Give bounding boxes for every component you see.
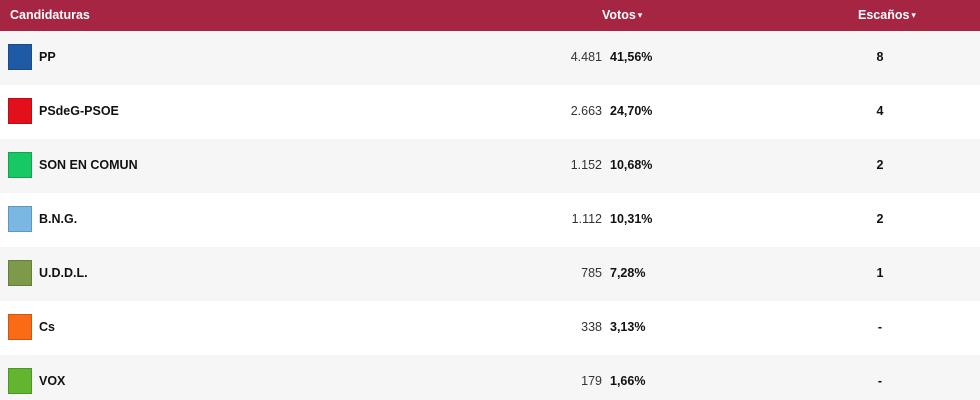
party-color-swatch (8, 260, 32, 286)
party-name: PP (39, 50, 56, 64)
party-seats: - (877, 374, 883, 388)
header-votos-label: Votos (602, 8, 636, 22)
party-row: PP 4.481 41,56% 8 (0, 31, 980, 85)
header-escanos-label: Escaños (858, 8, 910, 22)
party-row: SON EN COMUN 1.152 10,68% 2 (0, 139, 980, 193)
party-seats: 8 (876, 50, 884, 64)
party-votes: 2.663 (570, 104, 602, 118)
party-row: Cs 338 3,13% - (0, 301, 980, 355)
party-votes: 1.112 (571, 212, 602, 226)
party-seats: 4 (876, 104, 884, 118)
party-name: SON EN COMUN (39, 158, 138, 172)
party-color-swatch (8, 206, 32, 232)
party-votes: 1.152 (570, 158, 602, 172)
party-percentage: 41,56% (610, 50, 653, 64)
party-percentage: 7,28% (610, 266, 646, 280)
party-percentage: 1,66% (610, 374, 646, 388)
party-color-swatch (8, 98, 32, 124)
sort-caret-icon: ▾ (911, 10, 916, 20)
party-votes: 4.481 (570, 50, 602, 64)
party-name: B.N.G. (39, 212, 78, 226)
party-percentage: 10,31% (610, 212, 653, 226)
party-seats: 2 (876, 212, 884, 226)
sort-caret-icon: ▾ (637, 10, 643, 20)
party-votes: 179 (581, 374, 602, 388)
party-percentage: 3,13% (610, 320, 646, 334)
party-color-swatch (8, 368, 32, 394)
party-name: U.D.D.L. (39, 266, 88, 280)
party-row: U.D.D.L. 785 7,28% 1 (0, 247, 980, 301)
party-votes: 785 (581, 266, 602, 280)
party-votes: 338 (581, 320, 602, 334)
party-name: VOX (39, 374, 66, 388)
party-row: B.N.G. 1.112 10,31% 2 (0, 193, 980, 247)
sort-escanos-button[interactable]: Escaños ▾ (858, 8, 916, 22)
header-candidaturas: Candidaturas (10, 8, 90, 22)
party-row: VOX 179 1,66% - (0, 355, 980, 400)
party-percentage: 24,70% (610, 104, 653, 118)
party-color-swatch (8, 314, 32, 340)
party-percentage: 10,68% (610, 158, 653, 172)
sort-votos-button[interactable]: Votos ▾ (602, 8, 642, 22)
party-name: Cs (39, 320, 55, 334)
party-seats: - (877, 320, 883, 334)
party-name: PSdeG-PSOE (39, 104, 119, 118)
party-color-swatch (8, 44, 32, 70)
party-row: PSdeG-PSOE 2.663 24,70% 4 (0, 85, 980, 139)
party-seats: 2 (876, 158, 884, 172)
party-seats: 1 (876, 266, 884, 280)
table-header: Candidaturas Votos ▾ Escaños ▾ (0, 0, 980, 31)
party-color-swatch (8, 152, 32, 178)
